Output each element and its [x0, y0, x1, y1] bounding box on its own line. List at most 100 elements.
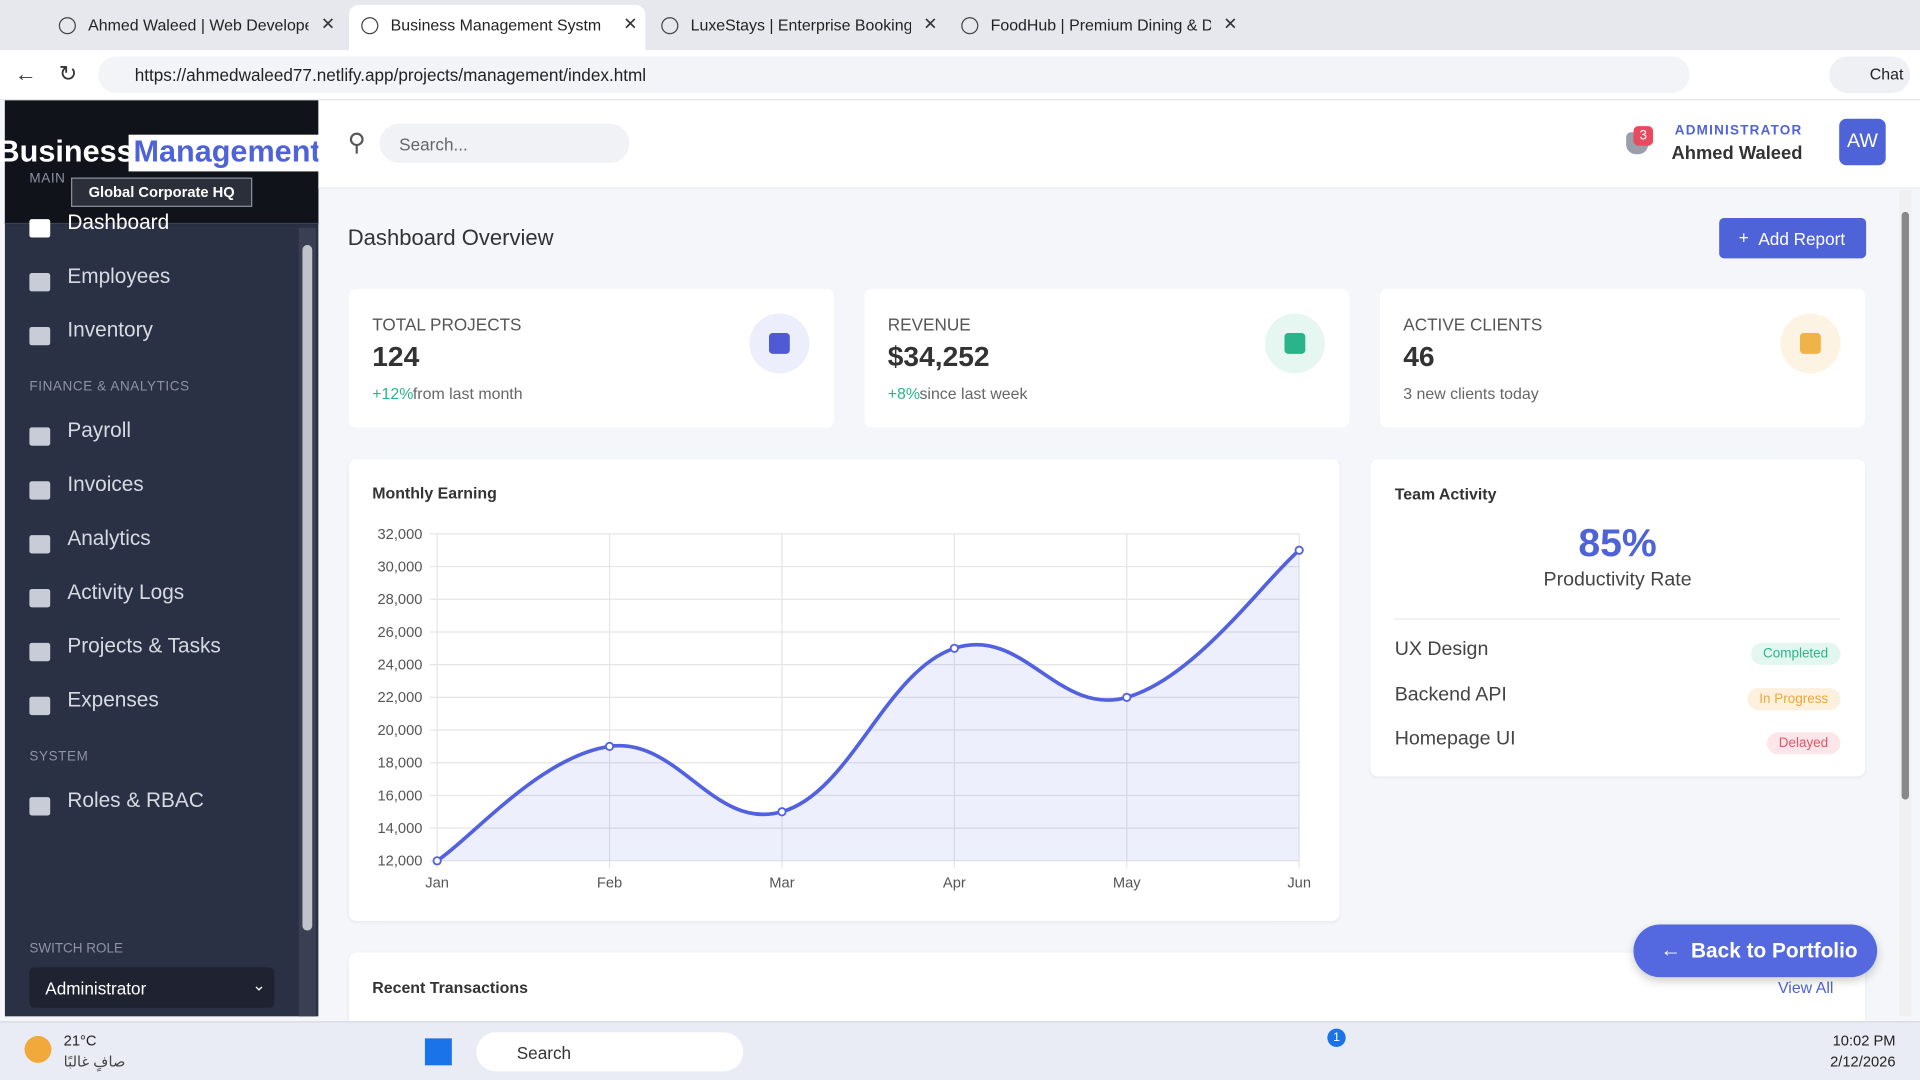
select-caret: ⌄	[252, 975, 266, 995]
address-bar[interactable]	[97, 56, 1690, 94]
user-name: Ahmed Waleed	[1671, 143, 1803, 165]
user-role: ADMINISTRATOR	[1674, 123, 1803, 139]
nav-icon	[29, 326, 51, 346]
point	[1122, 692, 1132, 702]
transactions-card: Recent Transactions View All	[348, 952, 1865, 1027]
tab-close[interactable]: ✕	[1223, 13, 1238, 34]
nav-item[interactable]: Payroll	[67, 418, 131, 443]
tab-close[interactable]: ✕	[623, 13, 638, 34]
role-title: SWITCH ROLE	[29, 941, 123, 957]
back[interactable]: ←	[14, 61, 37, 86]
nav-icon	[29, 696, 51, 716]
stat-glyph	[768, 333, 790, 354]
add-report-icon: +	[1738, 227, 1749, 248]
view-all[interactable]: View All	[1777, 978, 1834, 997]
nav-icon	[29, 427, 51, 446]
nav-item[interactable]: Employees	[67, 264, 171, 288]
chat-button[interactable]	[1829, 56, 1911, 94]
nav-item[interactable]: Roles & RBAC	[67, 788, 204, 812]
nav-item[interactable]: Dashboard	[67, 210, 170, 234]
back-label: Back to Portfolio	[1691, 939, 1858, 963]
stat-change: +12%	[372, 384, 414, 403]
stat-note: 3 new clients today	[1403, 384, 1539, 403]
weather-icon	[24, 1035, 52, 1063]
nav-item[interactable]: Invoices	[67, 472, 144, 496]
back-to-portfolio[interactable]	[1633, 924, 1878, 978]
page-scrollbar	[1899, 189, 1912, 1017]
point	[1294, 545, 1304, 555]
y-tick-label: 16,000	[378, 788, 423, 804]
stat-change: +8%	[887, 384, 921, 403]
nav-item[interactable]: Expenses	[67, 688, 159, 712]
x-tick-label: Apr	[943, 876, 966, 892]
chat-label: Chat	[1869, 64, 1904, 84]
weather: صافٍ غالبًا	[63, 1053, 126, 1071]
nav-icon	[29, 797, 51, 816]
task-name: UX Design	[1394, 639, 1489, 661]
app-badge: 1	[1327, 1028, 1346, 1047]
add-report-button[interactable]	[1719, 217, 1867, 259]
nav-icon	[29, 273, 51, 292]
task-name: Homepage UI	[1394, 728, 1516, 750]
stat-glyph	[1284, 333, 1306, 354]
stat-icon	[1780, 313, 1841, 374]
role-select[interactable]: Administrator ⌄	[29, 967, 275, 1008]
stat-value: 46	[1403, 340, 1435, 373]
nav-icon	[29, 219, 51, 238]
stat-note: from last month	[412, 384, 523, 403]
tab-icon	[58, 17, 76, 35]
area	[437, 550, 1300, 861]
stat-icon	[749, 313, 810, 374]
add-report-label: Add Report	[1758, 228, 1846, 249]
tab-title: Business Management Systm	[390, 15, 602, 35]
y-tick-label: 14,000	[378, 821, 423, 837]
taskbar-search-label: Search	[516, 1043, 572, 1063]
team-title: Team Activity	[1394, 484, 1497, 504]
x-tick-label: Feb	[597, 876, 622, 892]
scrollbar	[298, 227, 316, 1017]
search-box[interactable]	[379, 123, 630, 163]
x-tick-label: Jun	[1287, 876, 1311, 892]
stat-value: 124	[372, 340, 420, 373]
tab-close[interactable]: ✕	[923, 13, 938, 34]
y-tick-label: 24,000	[378, 658, 423, 674]
task-status: Completed	[1750, 642, 1841, 665]
task-status: Delayed	[1766, 732, 1841, 755]
nav-item[interactable]: Inventory	[67, 318, 153, 342]
tab-icon	[661, 17, 679, 35]
avatar[interactable]: AW	[1839, 118, 1886, 166]
tab-strip	[0, 0, 1920, 51]
y-tick-label: 22,000	[378, 690, 423, 706]
tab-icon	[961, 17, 979, 35]
y-tick-label: 26,000	[378, 625, 423, 641]
y-tick-label: 32,000	[378, 527, 423, 543]
taskbar-search[interactable]	[476, 1032, 744, 1072]
nav-item[interactable]: Projects & Tasks	[67, 634, 221, 658]
x-tick-label: Jan	[425, 876, 449, 892]
browser-tab[interactable]: FoodHub | Premium Dining & Deli ✕	[949, 5, 1245, 50]
browser-tab[interactable]: Business Management Systm ✕	[348, 4, 646, 51]
nav-item[interactable]: Activity Logs	[67, 580, 185, 604]
task-name: Backend API	[1394, 683, 1507, 705]
browser-tab[interactable]: LuxeStays | Enterprise Booking Eco ✕	[649, 5, 945, 50]
topbar: ⚲ Search... 3 ADMINISTRATOR Ahmed Waleed…	[318, 100, 1920, 189]
stat-value: $34,252	[887, 340, 990, 373]
nav-icon	[29, 588, 51, 608]
stat-note: since last week	[919, 384, 1028, 403]
browser-tab[interactable]: Ahmed Waleed | Web Developer ✕	[47, 5, 343, 50]
back-arrow: ←	[1660, 937, 1682, 962]
reload[interactable]: ↻	[58, 61, 78, 86]
start[interactable]	[424, 1038, 452, 1066]
address-row: https://ahmedwaleed77.netlify.app/projec…	[0, 50, 1920, 101]
divider	[1394, 618, 1841, 620]
tab-close[interactable]: ✕	[320, 13, 336, 34]
x-tick-label: Mar	[769, 876, 794, 892]
url: https://ahmedwaleed77.netlify.app/projec…	[134, 64, 647, 85]
stat-label: ACTIVE CLIENTS	[1403, 314, 1543, 335]
point	[949, 643, 959, 653]
nav-item[interactable]: Analytics	[67, 526, 151, 550]
y-tick-label: 12,000	[378, 854, 423, 870]
nav-section: SYSTEM	[29, 749, 89, 765]
